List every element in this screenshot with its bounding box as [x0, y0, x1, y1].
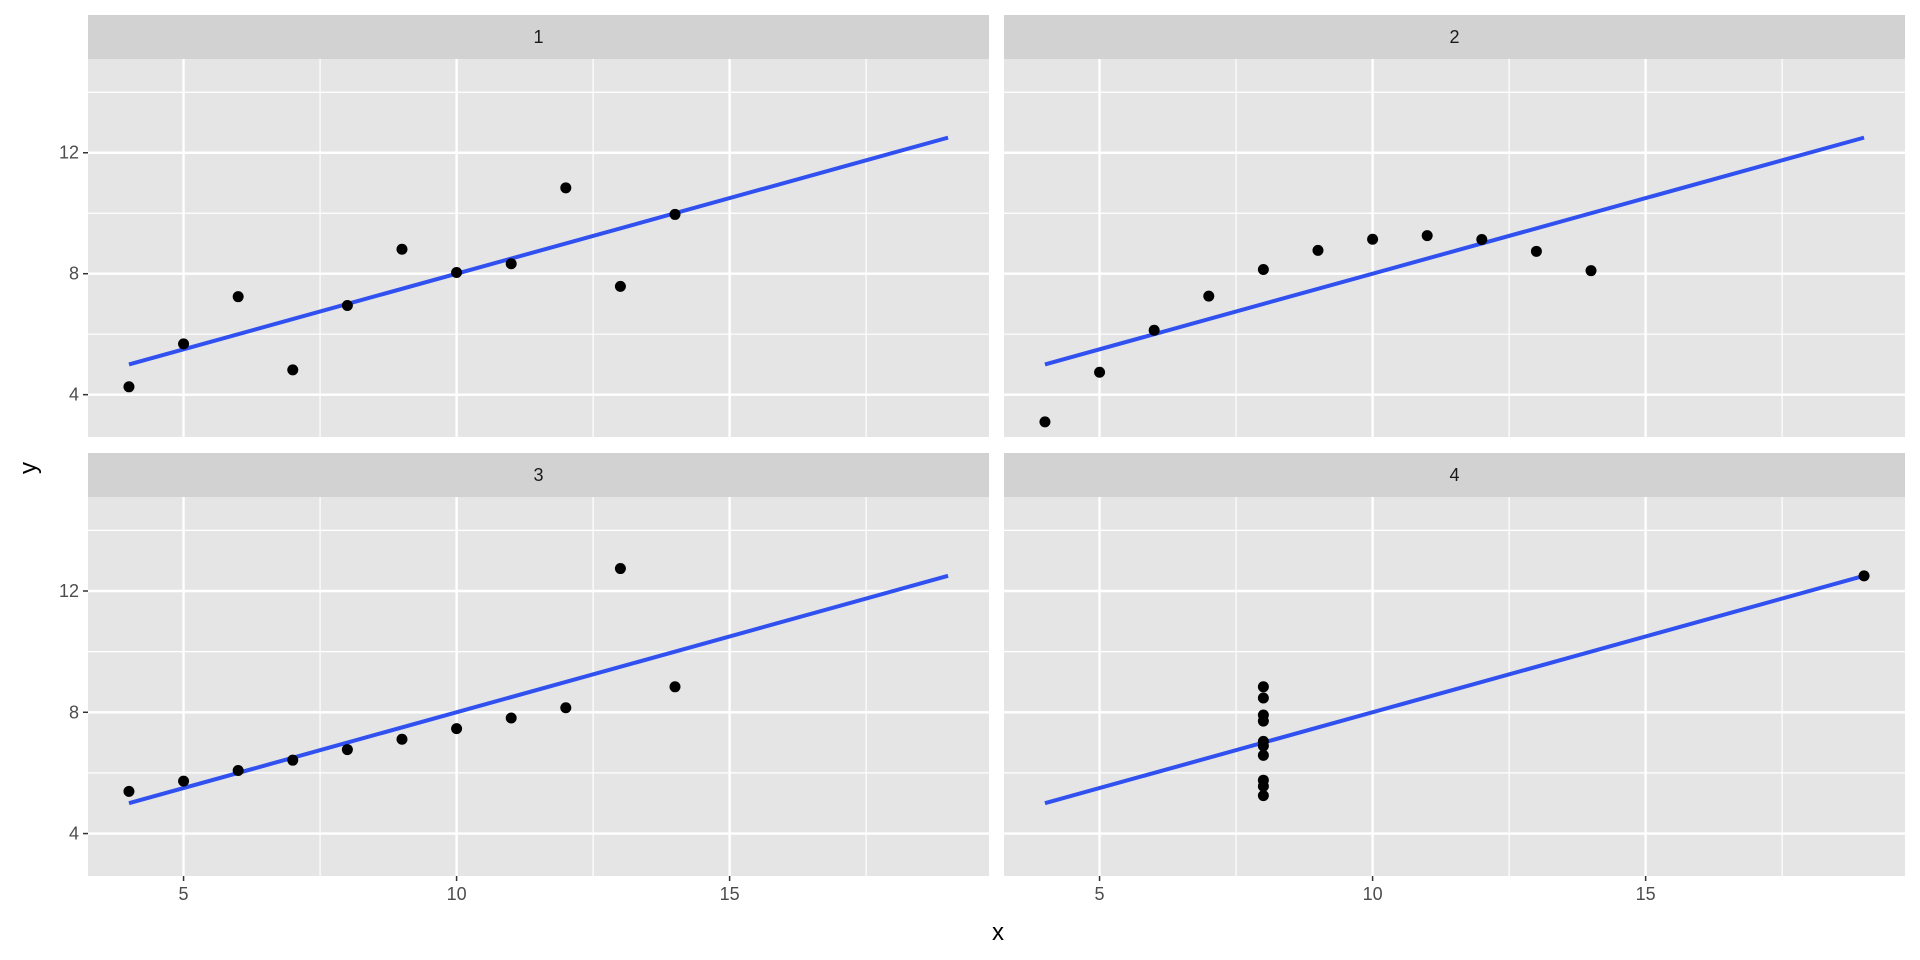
panel-background — [88, 497, 989, 876]
y-tick-label: 12 — [59, 581, 79, 601]
y-tick-label: 8 — [69, 702, 79, 722]
data-point — [1094, 366, 1106, 378]
facet-strip-label: 3 — [533, 465, 543, 485]
y-tick-label: 4 — [69, 385, 79, 405]
regression-line — [1044, 573, 1865, 806]
y-axis-title: y — [15, 462, 42, 474]
data-point — [1148, 324, 1160, 336]
data-point — [1530, 245, 1542, 257]
data-point — [451, 723, 463, 735]
data-point — [1257, 263, 1269, 275]
facet-strip-label: 4 — [1449, 465, 1459, 485]
data-point — [396, 243, 408, 255]
y-tick-label: 12 — [59, 143, 79, 163]
x-tick-label: 15 — [1636, 884, 1656, 904]
data-point — [178, 775, 190, 787]
regression-line — [128, 135, 949, 367]
facet-panel-2: 2 — [1004, 15, 1905, 456]
facet-panels: 1 4 8 12 2 3 4 8 12 5 10 15 4 5 10 15 — [59, 15, 1905, 904]
data-point — [1257, 740, 1269, 752]
data-point — [505, 258, 517, 270]
y-tick-label: 8 — [69, 264, 79, 284]
facet-panel-1: 1 4 8 12 — [59, 15, 989, 456]
data-point — [287, 364, 299, 376]
data-point — [451, 266, 463, 278]
data-point — [1257, 709, 1269, 721]
data-point — [1476, 234, 1488, 246]
panel-background — [1004, 497, 1905, 876]
x-tick-label: 5 — [179, 884, 189, 904]
facet-strip — [1004, 453, 1905, 497]
data-point — [560, 182, 572, 194]
data-point — [1585, 265, 1597, 277]
x-tick-label: 15 — [720, 884, 740, 904]
data-point — [232, 764, 244, 776]
facet-panel-3: 3 4 8 12 5 10 15 — [59, 453, 989, 904]
data-point — [1257, 692, 1269, 704]
data-point — [1257, 681, 1269, 693]
data-point — [1858, 570, 1870, 582]
facet-strip-label: 1 — [533, 27, 543, 47]
data-point — [232, 291, 244, 303]
data-point — [1257, 749, 1269, 761]
facet-strip-label: 2 — [1449, 27, 1459, 47]
data-point — [505, 712, 517, 724]
regression-line — [1044, 135, 1865, 367]
x-axis-title: x — [992, 919, 1004, 946]
data-point — [614, 563, 626, 575]
data-point — [178, 338, 190, 350]
data-point — [287, 754, 299, 766]
x-tick-label: 5 — [1095, 884, 1105, 904]
data-point — [614, 280, 626, 292]
x-tick-label: 10 — [1363, 884, 1383, 904]
data-point — [1203, 290, 1215, 302]
data-point — [1257, 780, 1269, 792]
data-point — [396, 733, 408, 745]
data-point — [669, 681, 681, 693]
x-tick-label: 10 — [447, 884, 467, 904]
panel-background — [88, 59, 989, 437]
data-point — [1367, 233, 1379, 245]
data-point — [1421, 230, 1433, 242]
regression-line — [128, 573, 949, 806]
facet-strip — [88, 15, 989, 59]
data-point — [1039, 416, 1051, 428]
panel-background — [1004, 59, 1905, 437]
data-point — [341, 299, 353, 311]
facet-panel-4: 4 5 10 15 — [1004, 453, 1905, 904]
data-point — [123, 381, 135, 393]
data-point — [669, 208, 681, 220]
data-point — [123, 785, 135, 797]
y-tick-label: 4 — [69, 824, 79, 844]
facet-strip — [1004, 15, 1905, 59]
data-point — [560, 702, 572, 714]
data-point — [1312, 244, 1324, 256]
data-point — [341, 744, 353, 756]
facet-strip — [88, 453, 989, 497]
data-point — [1257, 790, 1269, 802]
